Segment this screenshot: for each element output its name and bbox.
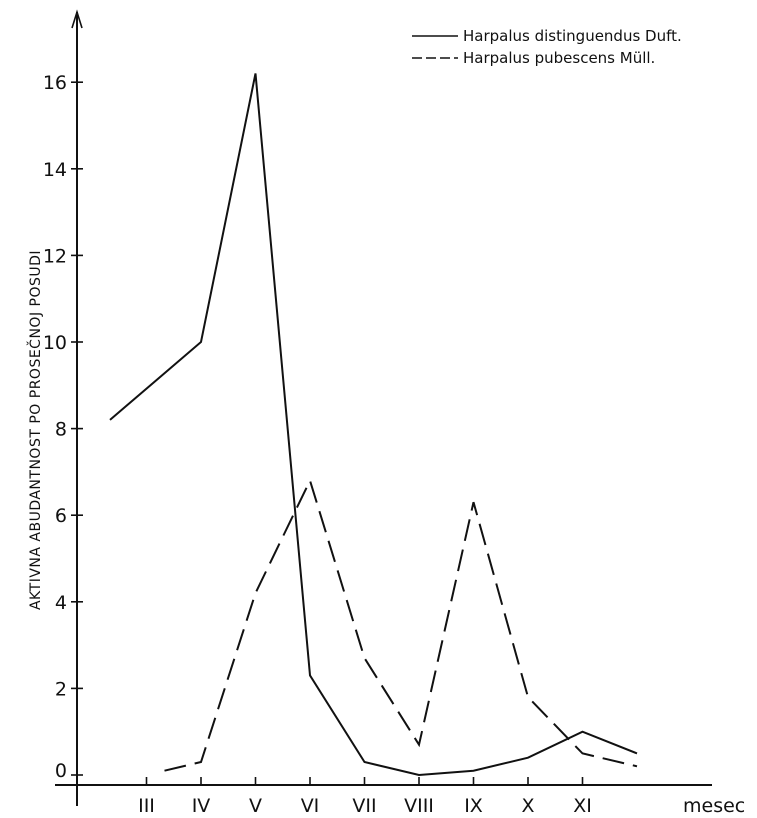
y-tick-label: 6 [55,505,67,527]
x-tick-label: IX [464,795,483,817]
series-lines [110,74,637,776]
x-tick-label: X [521,795,534,817]
y-tick-label: 12 [43,245,67,267]
y-tick-label: 10 [43,332,67,354]
y-tick-label: 4 [55,592,67,614]
y-tick-label: 16 [43,72,67,94]
legend: Harpalus distinguendus Duft. Harpalus pub… [412,27,682,67]
x-ticks: III IV V VI VII VIII IX X XI [138,777,592,817]
series-line-harpalus-distinguendus [110,74,637,776]
y-tick-label: 0 [55,760,67,782]
x-tick-label: VIII [404,795,434,817]
x-tick-label: III [138,795,155,817]
x-tick-label: VI [301,795,320,817]
x-axis-label: mesec [683,795,745,817]
x-tick-label: V [249,795,262,817]
series-line-harpalus-pubescens [165,481,638,771]
x-tick-label: IV [192,795,211,817]
y-tick-label: 14 [43,159,67,181]
y-tick-label: 2 [55,678,67,700]
y-tick-label: 8 [55,419,67,441]
y-axis-label: AKTIVNA ABUDANTNOST PO PROSEČNOJ POSUDI [26,250,44,610]
legend-label: Harpalus pubescens Müll. [463,49,655,67]
x-tick-label: XI [573,795,592,817]
x-tick-label: VII [352,795,376,817]
legend-label: Harpalus distinguendus Duft. [463,27,682,45]
